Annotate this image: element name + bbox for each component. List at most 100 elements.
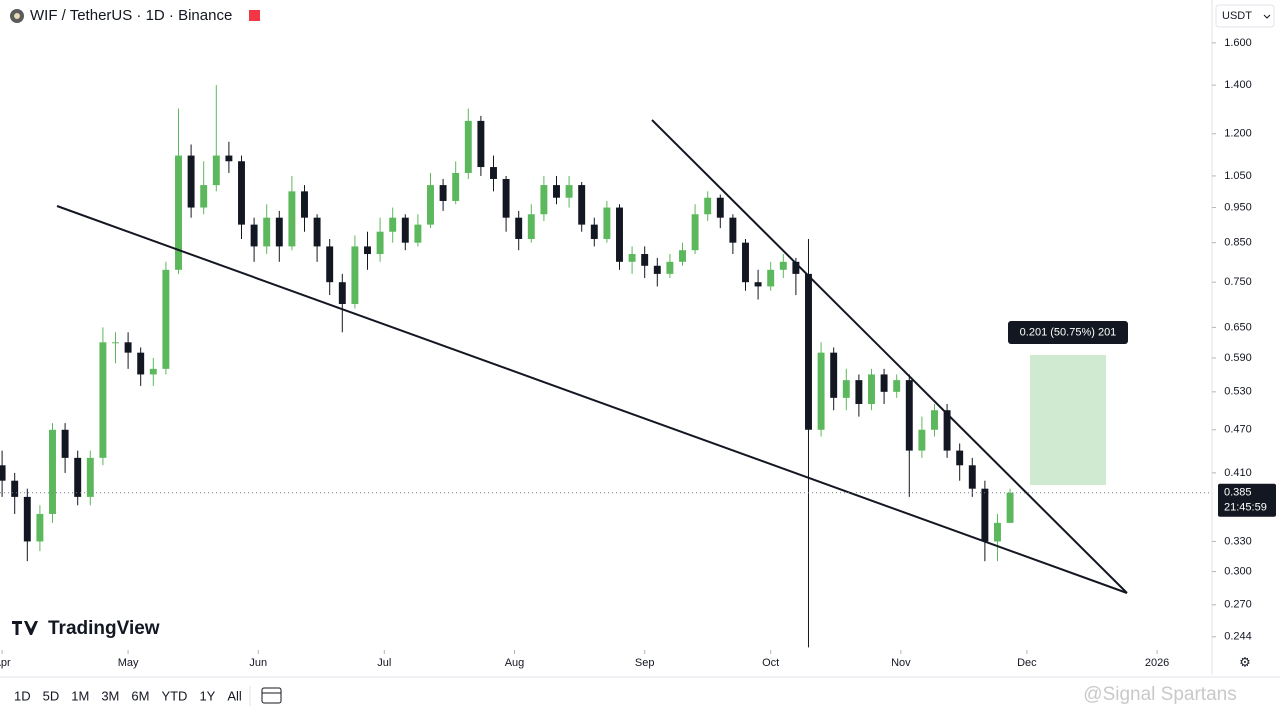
candle-body [86,457,94,497]
candle-body [578,185,586,225]
candle-body [175,155,182,270]
y-tick-label: 0.850 [1224,237,1252,249]
settings-icon[interactable]: ⚙ [1239,654,1251,669]
candle-body [805,273,812,430]
candle-body [553,185,560,198]
candle-body [301,191,308,218]
candle-body [61,429,69,458]
candle-body [994,522,1001,542]
candle-body [893,380,901,392]
range-button[interactable]: 6M [131,688,149,703]
measure-label-box [1008,321,1128,344]
candle-body [943,410,951,451]
range-button[interactable]: 1M [71,688,89,703]
candle-body [691,214,699,251]
measure-label: 0.201 (50.75%) 201 [1020,326,1117,338]
y-tick-label: 0.244 [1224,631,1252,643]
candle-body [868,374,875,404]
candle-body [313,217,321,247]
trend-line[interactable] [56,205,1128,594]
y-tick-label: 1.600 [1224,37,1252,49]
logo-icon [12,621,38,635]
currency-label: USDT [1222,10,1252,22]
candle-body [931,410,938,430]
x-tick-label: Dec [1017,657,1037,669]
candle-body [754,282,762,287]
candle-body [918,429,926,451]
candle-body [187,155,195,208]
candle-body [666,261,674,274]
candle-body [427,185,434,225]
candle-body [792,261,800,274]
x-tick-label: Apr [0,657,11,669]
range-button[interactable]: 1Y [199,688,215,703]
x-tick-label: Jul [377,657,391,669]
candle-body [112,342,119,344]
dropdown-arrow [1263,14,1271,19]
candle-body [830,352,838,398]
countdown-label: 21:45:59 [1224,502,1267,514]
candle-body [49,429,56,514]
candle-body [351,246,359,304]
candle-body [742,242,749,283]
flag-icon[interactable] [249,10,260,21]
candle-body [679,250,686,262]
candle-body [590,224,598,239]
x-tick-label: May [118,657,139,669]
y-tick-label: 0.470 [1224,424,1252,436]
candle-body [616,207,623,262]
y-tick-label: 0.590 [1224,352,1252,364]
candle-body [275,217,283,247]
last-price-box [1218,483,1276,517]
candle-body [326,246,334,283]
symbol-icon-inner [14,13,20,19]
y-tick-label: 1.200 [1224,128,1252,140]
candle-body [767,269,775,287]
candle-body [149,368,157,375]
symbol-title: WIF / TetherUS · 1D · Binance [30,7,232,24]
range-button[interactable]: 5D [43,688,60,703]
date-range-icon[interactable] [261,687,282,704]
candle-body [389,217,397,232]
candle-body [817,352,825,430]
candle-body [225,155,233,162]
x-tick-label: Aug [505,657,525,669]
measure-box[interactable] [1030,355,1106,485]
candle-body [364,246,371,255]
candle-body [956,450,964,466]
y-tick-label: 0.270 [1224,599,1252,611]
y-tick-label: 0.530 [1224,386,1252,398]
candle-body [981,488,989,542]
candle-body [641,254,649,266]
branding: TradingView [48,618,160,639]
candle-body [968,465,976,489]
y-tick-label: 0.750 [1224,276,1252,288]
candle-body [1006,492,1014,523]
range-button[interactable]: 1D [14,688,31,703]
candle-body [729,217,737,243]
candle-body [0,465,6,481]
x-tick-label: Oct [762,657,779,669]
range-button[interactable]: YTD [161,688,187,703]
candle-body [527,214,535,239]
candle-body [250,224,258,247]
y-tick-label: 0.300 [1224,565,1252,577]
candle-body [880,374,888,392]
trend-line[interactable] [651,119,1128,594]
range-button[interactable]: All [227,688,242,703]
candle-body [137,352,145,375]
candle-body [338,282,346,304]
candle-body [439,185,447,201]
candle-body [99,342,107,458]
x-tick-label: Nov [891,657,911,669]
currency-select[interactable] [1215,4,1275,28]
candle-body [263,217,271,247]
candle-body [36,513,44,542]
candle-body [464,120,472,173]
candle-body [288,191,296,247]
y-tick-label: 0.650 [1224,321,1252,333]
candle-body [212,155,220,186]
x-tick-label: Jun [249,657,267,669]
range-button[interactable]: 3M [101,688,119,703]
candle-body [653,265,661,274]
